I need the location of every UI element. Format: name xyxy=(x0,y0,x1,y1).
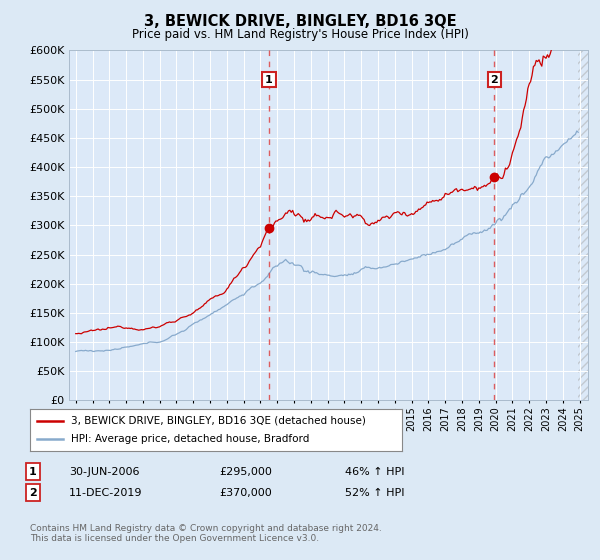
Text: Contains HM Land Registry data © Crown copyright and database right 2024.
This d: Contains HM Land Registry data © Crown c… xyxy=(30,524,382,543)
Text: 30-JUN-2006: 30-JUN-2006 xyxy=(69,466,139,477)
Text: 46% ↑ HPI: 46% ↑ HPI xyxy=(345,466,404,477)
Text: 1: 1 xyxy=(265,74,273,85)
Text: 52% ↑ HPI: 52% ↑ HPI xyxy=(345,488,404,498)
Text: Price paid vs. HM Land Registry's House Price Index (HPI): Price paid vs. HM Land Registry's House … xyxy=(131,28,469,41)
Text: 3, BEWICK DRIVE, BINGLEY, BD16 3QE (detached house): 3, BEWICK DRIVE, BINGLEY, BD16 3QE (deta… xyxy=(71,416,366,426)
Text: HPI: Average price, detached house, Bradford: HPI: Average price, detached house, Brad… xyxy=(71,434,309,444)
Text: £295,000: £295,000 xyxy=(219,466,272,477)
Text: £370,000: £370,000 xyxy=(219,488,272,498)
Text: 2: 2 xyxy=(490,74,498,85)
Text: 3, BEWICK DRIVE, BINGLEY, BD16 3QE: 3, BEWICK DRIVE, BINGLEY, BD16 3QE xyxy=(143,14,457,29)
Text: 1: 1 xyxy=(29,466,37,477)
Text: 11-DEC-2019: 11-DEC-2019 xyxy=(69,488,143,498)
Text: 2: 2 xyxy=(29,488,37,498)
